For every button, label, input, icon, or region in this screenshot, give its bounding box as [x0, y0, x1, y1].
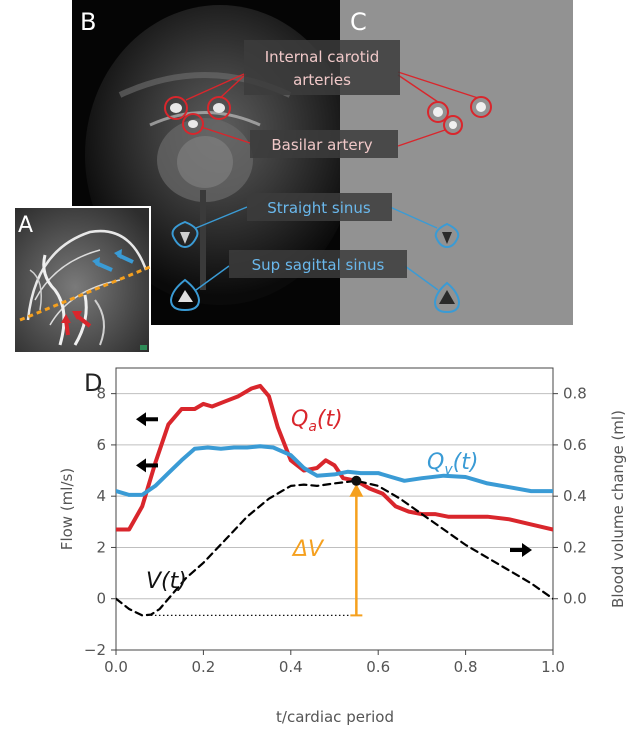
- series-line-v: [116, 479, 553, 617]
- delta-v-annotation: ΔV: [291, 537, 325, 562]
- series-layer: [116, 383, 553, 617]
- roi-right-carotid-b: [207, 96, 231, 120]
- label-leader-lines: [185, 71, 479, 291]
- grid-lines: [116, 393, 553, 600]
- qa-annotation: Qa(t): [291, 407, 343, 435]
- series-line-qv: [116, 444, 553, 497]
- internal-carotid-label-line2: arteries: [293, 71, 351, 89]
- roi-sagittal-sinus-b: [169, 278, 201, 312]
- qv-annotation: Qv(t): [427, 450, 478, 478]
- y-axis-left-label: Flow (ml/s): [58, 468, 76, 550]
- plot-frame: [115, 367, 554, 651]
- x-axis-label: t/cardiac period: [276, 708, 394, 726]
- panel-d-letter: D: [84, 369, 102, 397]
- internal-carotid-label-line1: Internal carotid: [265, 48, 380, 66]
- basilar-artery-label: Basilar artery: [271, 136, 372, 154]
- y-left-tick-label-5: 8: [96, 385, 106, 403]
- v-max-point: [351, 475, 362, 486]
- roi-basilar-c: [443, 115, 463, 135]
- x-tick-label-4: 0.8: [454, 658, 478, 676]
- x-tick-label-3: 0.6: [366, 658, 390, 676]
- y-axis-right-label: Blood volume change (ml): [609, 410, 627, 608]
- y-left-tick-label-0: −2: [84, 641, 106, 659]
- panel-b-letter: B: [80, 8, 96, 36]
- roi-right-carotid-c: [470, 96, 492, 118]
- x-tick-label-5: 1.0: [541, 658, 565, 676]
- axis-direction-arrowhead-right-2: [522, 543, 532, 558]
- roi-sagittal-sinus-c: [433, 281, 461, 314]
- panel-a-letter: A: [18, 213, 33, 238]
- y-left-tick-label-4: 6: [96, 436, 106, 454]
- y-right-tick-label-1: 0.2: [563, 538, 587, 556]
- y-right-tick-label-2: 0.4: [563, 487, 587, 505]
- roi-left-carotid-b: [164, 96, 188, 120]
- x-tick-label-0: 0.0: [104, 658, 128, 676]
- roi-straight-sinus-c: [434, 222, 460, 249]
- annotation-layer: [136, 412, 532, 617]
- x-tick-label-1: 0.2: [191, 658, 215, 676]
- y-right-tick-label-3: 0.6: [563, 436, 587, 454]
- vt-annotation: V(t): [146, 569, 187, 594]
- artery-roi-markers: [164, 96, 492, 135]
- straight-sinus-label: Straight sinus: [267, 199, 371, 217]
- y-right-tick-label-0: 0.0: [563, 590, 587, 608]
- sinus-roi-markers: [169, 220, 461, 314]
- panel-c-letter: C: [350, 8, 367, 36]
- roi-basilar-b: [182, 113, 204, 135]
- series-line-qa: [116, 383, 553, 532]
- mri-labels: Internal carotid arteries Basilar artery…: [229, 40, 407, 278]
- y-right-tick-label-4: 0.8: [563, 385, 587, 403]
- roi-straight-sinus-b: [171, 220, 199, 249]
- axis-direction-arrowhead-left-0: [136, 412, 146, 427]
- sup-sagittal-sinus-label: Sup sagittal sinus: [252, 256, 385, 274]
- y-axis-right: 0.0 0.2 0.4 0.6 0.8: [553, 385, 587, 608]
- x-axis: 0.0 0.2 0.4 0.6 0.8 1.0: [104, 650, 565, 676]
- y-axis-left: −2 0 2 4 6 8: [84, 385, 116, 659]
- y-left-tick-label-1: 0: [96, 590, 106, 608]
- x-tick-label-2: 0.4: [279, 658, 303, 676]
- axis-direction-arrowhead-left-1: [136, 458, 146, 473]
- y-left-tick-label-3: 4: [96, 487, 106, 505]
- panel-a-angiogram: A: [13, 206, 151, 354]
- delta-v-arrow-head: [349, 483, 364, 497]
- y-left-tick-label-2: 2: [96, 538, 106, 556]
